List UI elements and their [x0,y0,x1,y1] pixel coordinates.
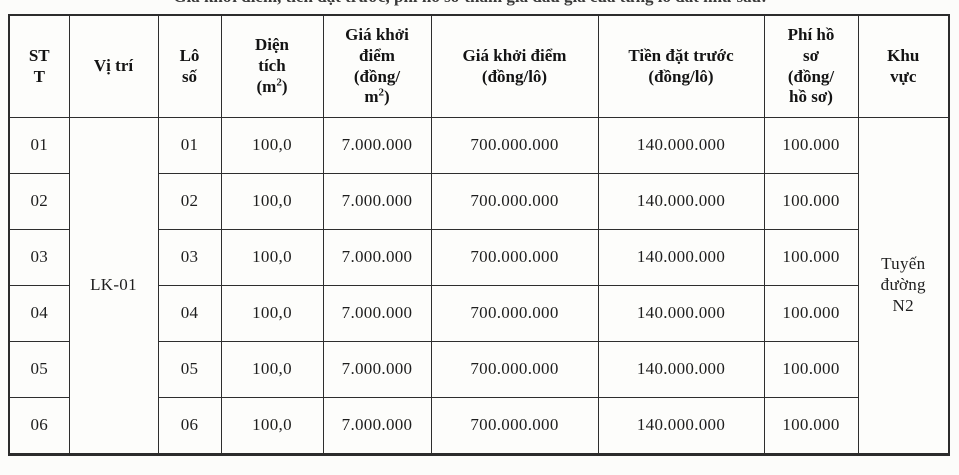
header-dien-tich: Diện tích (m2) [220,14,324,118]
auction-price-table: ST T Vị trí Lô số Diện tích (m2) Giá khở… [8,14,950,456]
cell-dien-tich: 100,0 [220,173,324,230]
cell-gia-lo: 700.000.000 [430,229,599,286]
table-header: ST T Vị trí Lô số Diện tích (m2) Giá khở… [8,14,950,118]
header-gia-khoi-diem-m2: Giá khởi điểm (đồng/ m2) [322,14,432,118]
cell-dien-tich: 100,0 [220,341,324,398]
cell-lo-so: 04 [157,285,222,342]
cell-dat-truoc: 140.000.000 [597,173,765,230]
cell-stt: 02 [8,173,70,230]
cell-lo-so: 01 [157,117,222,174]
cell-lo-so: 02 [157,173,222,230]
cell-phi: 100.000 [763,397,859,455]
cell-lo-so: 06 [157,397,222,455]
header-lo-so: Lô số [157,14,222,118]
cell-gia-lo: 700.000.000 [430,285,599,342]
cell-phi: 100.000 [763,285,859,342]
cell-gia-lo: 700.000.000 [430,173,599,230]
cell-dat-truoc: 140.000.000 [597,341,765,398]
cell-stt: 06 [8,397,70,455]
cell-dien-tich: 100,0 [220,117,324,174]
header-phi-ho-so: Phí hồ sơ (đồng/ hồ sơ) [763,14,859,118]
cell-dien-tich: 100,0 [220,285,324,342]
cell-stt: 05 [8,341,70,398]
cell-dat-truoc: 140.000.000 [597,117,765,174]
cell-gia-m2: 7.000.000 [322,341,432,398]
cell-stt: 04 [8,285,70,342]
cell-gia-m2: 7.000.000 [322,173,432,230]
table-row: 05 05 100,0 7.000.000 700.000.000 140.00… [8,341,949,398]
table-row: 03 03 100,0 7.000.000 700.000.000 140.00… [8,229,949,286]
table-row: 06 06 100,0 7.000.000 700.000.000 140.00… [8,397,949,455]
cell-lo-so: 03 [157,229,222,286]
cell-dien-tich: 100,0 [220,229,324,286]
table-row: 04 04 100,0 7.000.000 700.000.000 140.00… [8,285,949,342]
cell-dien-tich: 100,0 [220,397,324,455]
table-row: 01 LK-01 01 100,0 7.000.000 700.000.000 … [8,117,950,455]
cell-gia-lo: 700.000.000 [430,397,599,455]
cell-stt: 03 [8,229,70,286]
cell-gia-lo: 700.000.000 [430,341,599,398]
header-vi-tri: Vị trí [68,14,159,118]
superscript: 2 [378,86,385,99]
superscript: 2 [276,76,282,89]
header-gia-khoi-diem-lo: Giá khởi điểm (đồng/lô) [430,14,599,118]
header-khu-vuc: Khu vực [857,14,950,118]
table-row: 02 02 100,0 7.000.000 700.000.000 140.00… [8,173,949,230]
header-stt: ST T [8,14,70,118]
cell-gia-m2: 7.000.000 [322,285,432,342]
cell-stt: 01 [8,117,70,174]
header-row: ST T Vị trí Lô số Diện tích (m2) Giá khở… [8,14,950,118]
cell-dat-truoc: 140.000.000 [597,229,765,286]
cell-phi: 100.000 [763,341,859,398]
cell-lo-so: 05 [157,341,222,398]
cell-dat-truoc: 140.000.000 [597,397,765,455]
cell-gia-lo: 700.000.000 [430,117,599,174]
header-tien-dat-truoc: Tiền đặt trước (đồng/lô) [597,14,765,118]
cell-phi: 100.000 [763,117,859,174]
table-body: 01 LK-01 01 100,0 7.000.000 700.000.000 … [8,117,950,455]
clipped-caption: Giá khởi điểm, tiền đặt trước, phí hồ sơ… [55,0,885,9]
cell-gia-m2: 7.000.000 [322,117,432,174]
cell-vi-tri-merged: LK-01 [68,117,159,455]
cell-phi: 100.000 [763,229,859,286]
clipped-caption-text: Giá khởi điểm, tiền đặt trước, phí hồ sơ… [55,0,885,7]
cell-gia-m2: 7.000.000 [322,397,432,455]
cell-dat-truoc: 140.000.000 [597,285,765,342]
cell-phi: 100.000 [763,173,859,230]
cell-khu-vuc-merged: Tuyến đường N2 [857,117,950,455]
cell-gia-m2: 7.000.000 [322,229,432,286]
